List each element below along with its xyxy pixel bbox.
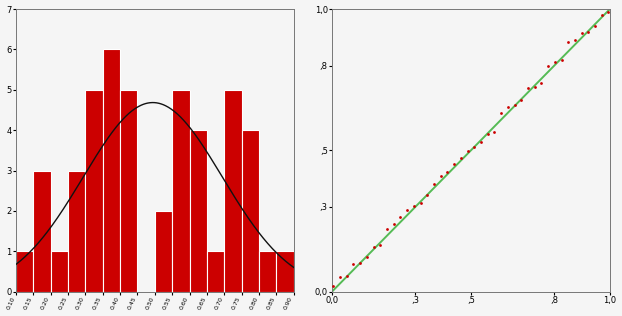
Point [382, 227, 392, 232]
Bar [16, 251, 33, 292]
Point [564, 40, 573, 45]
Point [335, 274, 345, 279]
Point [369, 245, 379, 250]
Bar [242, 130, 259, 292]
Point [603, 10, 613, 15]
Point [389, 222, 399, 227]
Point [509, 103, 519, 108]
Point [456, 155, 466, 161]
Bar [172, 90, 190, 292]
Point [596, 12, 606, 17]
Point [590, 24, 600, 29]
Bar [207, 251, 225, 292]
Point [570, 38, 580, 43]
Point [550, 59, 560, 64]
Bar [259, 251, 276, 292]
Bar [155, 211, 172, 292]
Point [375, 242, 385, 247]
Bar [276, 251, 294, 292]
Point [543, 64, 553, 69]
Point [530, 85, 540, 90]
Point [362, 255, 372, 260]
Point [341, 274, 351, 279]
Bar [33, 171, 50, 292]
Point [523, 86, 533, 91]
Point [490, 129, 499, 134]
Point [483, 131, 493, 137]
Point [415, 201, 425, 206]
Point [348, 262, 358, 267]
Bar [120, 90, 137, 292]
Bar [103, 49, 120, 292]
Point [557, 57, 567, 62]
Point [328, 283, 338, 288]
Bar [190, 130, 207, 292]
Point [583, 29, 593, 34]
Point [516, 97, 526, 102]
Point [355, 260, 365, 265]
Point [476, 139, 486, 144]
Point [442, 169, 452, 174]
Point [536, 81, 546, 86]
Point [422, 192, 432, 197]
Bar [68, 171, 85, 292]
Point [436, 173, 446, 179]
Point [496, 111, 506, 116]
Point [409, 204, 419, 209]
Bar [50, 251, 68, 292]
Point [429, 182, 439, 187]
Point [449, 162, 459, 167]
Point [396, 215, 406, 220]
Point [469, 145, 479, 150]
Point [503, 105, 513, 110]
Point [463, 149, 473, 154]
Point [577, 30, 587, 35]
Point [402, 208, 412, 213]
Bar [225, 90, 242, 292]
Bar [85, 90, 103, 292]
